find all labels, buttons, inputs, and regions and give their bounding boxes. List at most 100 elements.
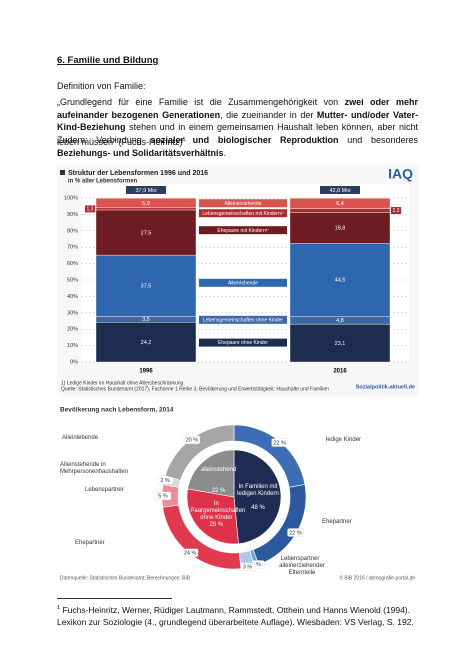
x-tick-label: 2016 xyxy=(333,369,347,375)
value-label: 2,3 xyxy=(393,208,400,214)
legend-box xyxy=(199,338,287,347)
inner-label: In Paargemeinschaften ohne Kinder xyxy=(190,501,246,522)
bold-text: sozialer und biologischer Reproduktion xyxy=(150,135,339,145)
category-label: Lebenspartner xyxy=(280,556,320,562)
bar-segment xyxy=(95,254,197,317)
logo: IAQ xyxy=(388,166,413,182)
value-label: 22 % xyxy=(273,440,286,446)
value-label: 6,4 xyxy=(336,201,344,207)
chart: Struktur der Lebensformen 1996 und 2016 i… xyxy=(57,165,419,397)
category-label: Ehepartner xyxy=(75,540,105,546)
footnote-mark: 1 xyxy=(57,605,61,611)
legend-label: Lebensgemeinschaften ohne Kinder xyxy=(203,317,283,323)
text: , die zueinander in der xyxy=(220,109,317,120)
legend-box xyxy=(199,278,287,287)
definition-label: Definition von Familie: xyxy=(57,81,146,91)
legend-label: Lebensgemeinschaften mit Kindern¹⁾ xyxy=(202,211,283,217)
bold-text: zwei oder mehr aufeinander bezogenen Gen… xyxy=(57,97,418,120)
value-box xyxy=(154,491,172,501)
paragraph: „Grundlegend für eine Familie ist die Zu… xyxy=(57,96,418,148)
text: Zudem: Verbindung xyxy=(57,135,151,145)
value-box xyxy=(181,548,199,557)
source: Datenquelle: Statistisches Bundesamt; Be… xyxy=(60,575,191,581)
bar-segment xyxy=(289,243,391,317)
value-label: 3 % xyxy=(243,564,253,570)
y-tick-label: 50% xyxy=(67,277,78,283)
value-label: 1,3 xyxy=(87,207,94,213)
y-tick-label: 40% xyxy=(67,294,78,300)
bar-segment xyxy=(289,208,391,213)
value-label: 24 % xyxy=(184,551,197,557)
value-label: 27,5 xyxy=(141,230,152,236)
y-tick-label: 80% xyxy=(67,228,78,234)
value-label: 44,5 xyxy=(335,278,346,284)
bold-text: Mutter- und/oder Vater-Kind-Beziehung xyxy=(57,109,418,133)
brand: Sozialpolitik-aktuell.de xyxy=(356,384,415,390)
bar-segment xyxy=(289,323,391,363)
category-label: Lebenspartner xyxy=(85,487,124,493)
legend-label: Ehepaare mit Kindern¹⁾ xyxy=(217,228,268,234)
value-box xyxy=(156,476,174,485)
legend-box xyxy=(199,315,287,324)
chart-footnote: Quelle: Statistisches Bundesamt (2017), … xyxy=(61,386,329,392)
y-tick-label: 10% xyxy=(67,343,78,349)
category-label: Alleinstehende in Mehrpersonenhaushalten xyxy=(60,462,129,475)
inner-label: In Familien mit ledigen Kindern xyxy=(237,483,279,497)
value-label: 5 % xyxy=(158,494,168,500)
y-tick-label: 70% xyxy=(67,245,78,251)
value-label: 4,8 xyxy=(336,318,344,324)
total-box xyxy=(126,186,166,194)
bar-segment xyxy=(289,212,391,244)
y-tick-label: 0% xyxy=(70,359,78,365)
chart-title: Bevölkerung nach Lebensform, 2014 xyxy=(60,407,174,414)
paragraph: Zudem: Verbindung sozialer und biologisc… xyxy=(57,134,418,159)
heading: 6. Familie und Bildung xyxy=(57,55,159,66)
chart-title: Struktur der Lebensformen 1996 und 2016 xyxy=(68,170,208,177)
text: stehen und in einem gemeinsamen Haushalt… xyxy=(57,122,418,147)
value-box xyxy=(391,207,401,215)
chart-subtitle: in % aller Lebensformen xyxy=(68,179,138,185)
donut-segment xyxy=(186,488,239,545)
chart: Bevölkerung nach Lebensform, 2014 22 % 22 … xyxy=(57,400,419,585)
value-label: 18,8 xyxy=(335,226,346,232)
value-label: 37,5 xyxy=(141,284,152,290)
text: . xyxy=(223,147,227,158)
category-label: Alleinlebende xyxy=(62,435,99,441)
y-tick-label: 20% xyxy=(67,327,78,333)
donut-segment xyxy=(187,449,235,498)
total-label: 42,0 Mio xyxy=(329,188,350,194)
y-tick-label: 60% xyxy=(67,261,78,267)
text: 1 xyxy=(182,136,186,143)
legend-label: Ehepaare ohne Kinder xyxy=(218,340,268,346)
inner-label: alleinstehend xyxy=(200,466,237,473)
y-tick-label: 30% xyxy=(67,310,78,316)
value-label: 3,5 xyxy=(142,317,150,323)
title-square xyxy=(60,170,65,175)
total-label: 37,9 Mio xyxy=(135,188,156,194)
footnote-text: Fuchs-Heinritz, Werner, Rüdiger Lautmann… xyxy=(57,604,414,627)
bar-segment xyxy=(95,322,197,363)
category-label: ledige Kinder xyxy=(326,437,362,443)
text: „Grundlegend für eine Familie ist die Zu… xyxy=(57,97,345,107)
legend-box xyxy=(199,199,287,208)
value-label: 24,2 xyxy=(141,340,152,346)
text: und besonderes xyxy=(338,135,419,145)
legend-box xyxy=(199,209,287,218)
donut-chart: Bevölkerung nach Lebensform, 2014 22 % 22 … xyxy=(60,407,415,582)
bar-segment xyxy=(95,197,197,209)
chart-footnote: 1) Ledige Kinder im Haushalt ohne Alters… xyxy=(61,380,184,386)
value-label: 22 % xyxy=(289,530,302,536)
category-label: alleinerziehender Elternteile xyxy=(279,563,325,576)
x-tick-label: 1996 xyxy=(139,369,153,375)
copyright: © BiB 2016 / demografie-portal.de xyxy=(339,574,415,581)
inner-value: 48 % xyxy=(251,504,265,511)
bold-text: Beziehungs- und Solidaritätsverhältnis xyxy=(57,147,224,158)
donut-segment xyxy=(164,424,235,481)
value-label: 1 % xyxy=(251,562,261,568)
value-box xyxy=(183,435,201,444)
bar-segment xyxy=(289,197,391,209)
footnote-rule xyxy=(57,598,172,599)
donut-segment xyxy=(233,449,282,545)
inner-value: 29 % xyxy=(209,522,224,529)
